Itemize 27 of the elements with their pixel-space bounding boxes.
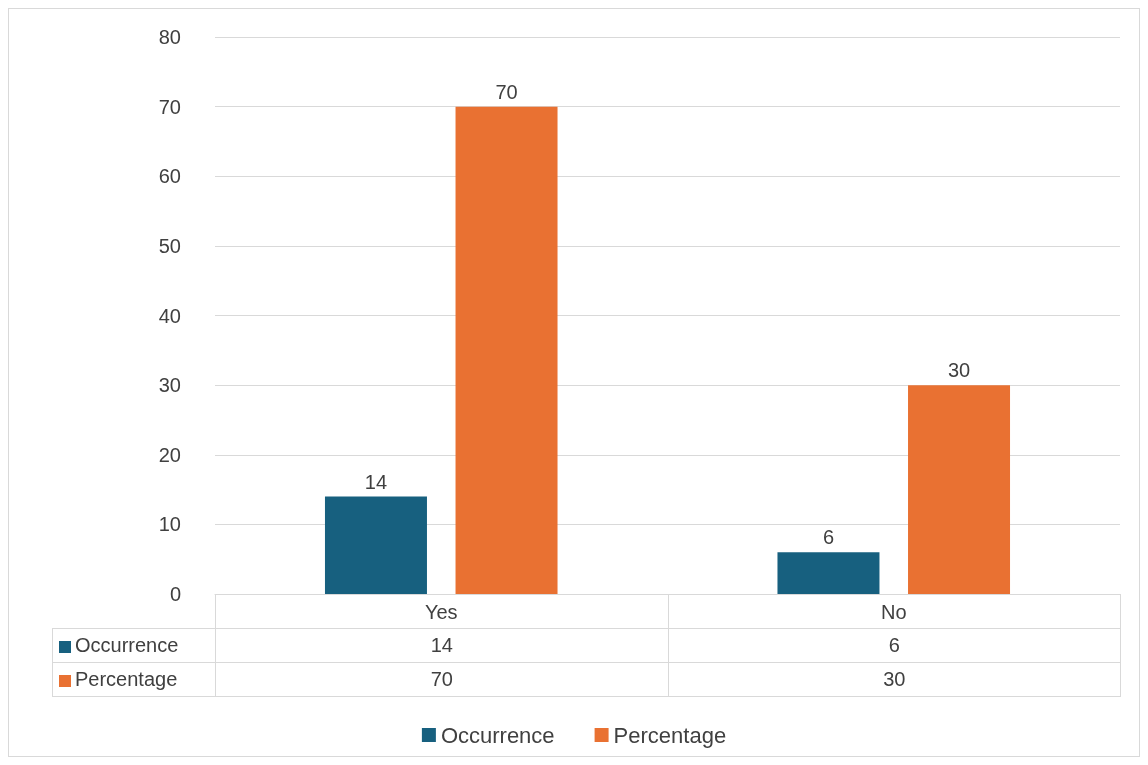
legend-label: Occurrence [440,722,555,748]
y-tick-label: 30 [158,374,181,397]
annotation: 14 [364,470,388,493]
annotation: 70 [495,80,518,103]
x-tick-label: No [880,601,907,623]
bar [908,385,1011,594]
y-tick-label: 0 [169,583,181,605]
x-tick-label: Yes [424,601,458,623]
y-tick-label: 80 [158,26,181,48]
bar [777,552,880,594]
y-tick-label: 60 [158,165,181,188]
y-tick-label: 10 [158,513,181,536]
text: Occurrence [75,634,179,656]
annotation: 6 [822,526,835,549]
text: Percentage [75,668,178,690]
bar [324,496,427,594]
data-label: 14 [215,628,668,663]
data-label: 30 [668,662,1121,697]
data-label: 70 [215,662,668,697]
annotation: 30 [947,359,971,382]
legend-label: Percentage [613,722,727,748]
y-tick-label: 70 [158,95,181,118]
y-tick-label: 40 [158,304,181,327]
y-tick-label: 20 [158,443,181,466]
y-tick-label: 50 [158,234,181,257]
data-label: 6 [668,628,1121,663]
bar [455,106,558,594]
